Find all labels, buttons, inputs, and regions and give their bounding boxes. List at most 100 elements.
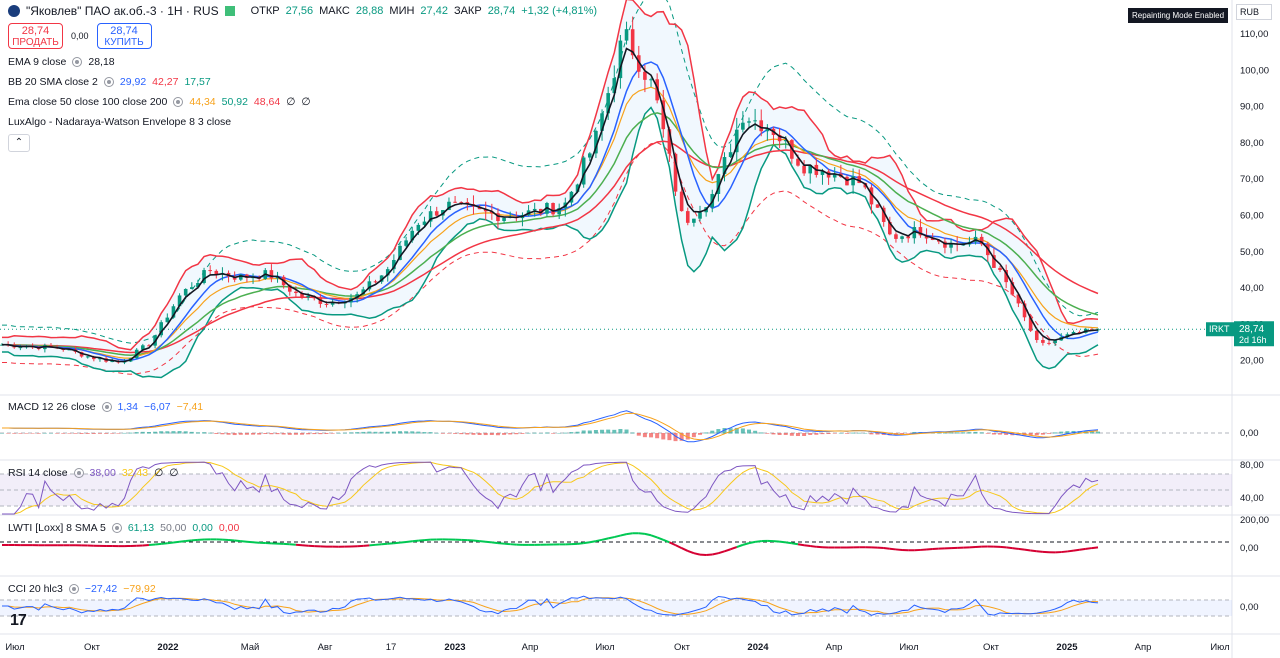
indicator-value: −7,41 bbox=[176, 401, 204, 413]
macd-histogram-bar bbox=[257, 433, 262, 435]
lwti-line-segment bbox=[1091, 546, 1099, 550]
source-settings-icon[interactable] bbox=[68, 584, 79, 594]
macd-histogram-bar bbox=[502, 433, 507, 435]
candle-body bbox=[630, 29, 635, 56]
buy-price: 28,74 bbox=[110, 25, 138, 37]
candle-body bbox=[373, 281, 378, 283]
macd-histogram-bar bbox=[251, 433, 256, 435]
lwti-line-segment bbox=[387, 542, 394, 545]
macd-histogram-bar bbox=[91, 433, 96, 434]
candle-body bbox=[269, 270, 274, 279]
macd-histogram-bar bbox=[544, 432, 549, 434]
collapse-legend-button[interactable]: ⌃ bbox=[8, 134, 30, 152]
macd-histogram-bar bbox=[624, 429, 629, 434]
lwti-line-segment bbox=[167, 541, 174, 545]
candle-body bbox=[594, 130, 598, 154]
lwti-line-segment bbox=[491, 541, 499, 545]
indicator-legend-row[interactable]: LuxAlgo - Nadaraya-Watson Envelope 8 3 c… bbox=[8, 112, 597, 132]
lwti-line-segment bbox=[148, 543, 156, 547]
lwti-line-segment bbox=[485, 540, 492, 544]
candle-body bbox=[661, 100, 666, 130]
time-axis-tick: Июл bbox=[1210, 642, 1229, 653]
indicator-value: 61,13 bbox=[127, 522, 155, 534]
macd-histogram-bar bbox=[514, 433, 519, 435]
time-axis-tick: Апр bbox=[1135, 642, 1152, 653]
macd-histogram-bar bbox=[1004, 433, 1009, 435]
lwti-line-segment bbox=[706, 553, 713, 557]
sell-button[interactable]: 28,74 ПРОДАТЬ bbox=[8, 23, 63, 49]
indicator-value: 17,57 bbox=[184, 76, 211, 88]
time-axis[interactable]: Июл Окт 2022 Май Авг 17 2023 Апр Июл Окт 2024 Апр Ию… bbox=[5, 642, 1229, 653]
macd-histogram-bar bbox=[1034, 433, 1039, 436]
candle-body bbox=[318, 298, 323, 304]
macd-histogram-bar bbox=[67, 433, 72, 434]
indicator-value: 50,92 bbox=[221, 96, 248, 108]
source-settings-icon[interactable] bbox=[173, 97, 184, 107]
candle-body bbox=[1022, 303, 1027, 318]
lwti-axis-tick: 200,00 bbox=[1240, 515, 1269, 526]
macd-histogram-bar bbox=[710, 430, 715, 434]
candle-body bbox=[404, 240, 408, 246]
macd-histogram-bar bbox=[232, 433, 237, 436]
macd-histogram-bar bbox=[238, 433, 243, 435]
lwti-line-segment bbox=[773, 540, 780, 543]
lwti-line-segment bbox=[999, 545, 1007, 549]
lwti-line-segment bbox=[473, 539, 480, 543]
indicator-label: RSI 14 close bbox=[8, 467, 68, 479]
macd-histogram-bar bbox=[269, 433, 274, 435]
macd-histogram-bar bbox=[630, 432, 635, 434]
tradingview-logo[interactable]: 17 bbox=[10, 612, 27, 629]
candle-body bbox=[992, 255, 996, 268]
source-settings-icon[interactable] bbox=[72, 57, 83, 67]
lwti-line-segment bbox=[712, 552, 719, 556]
candle-body bbox=[937, 240, 941, 242]
candle-body bbox=[765, 128, 770, 132]
macd-histogram-bar bbox=[685, 433, 690, 440]
lwti-line-segment bbox=[1036, 550, 1043, 553]
macd-histogram-bar bbox=[532, 432, 537, 434]
macd-histogram-bar bbox=[673, 433, 678, 442]
macd-histogram-bar bbox=[287, 433, 292, 435]
indicator-legend-row[interactable]: BB 20 SMA close 2 29,92 42,27 17,57 bbox=[8, 72, 597, 92]
macd-histogram-bar bbox=[355, 432, 360, 434]
macd-histogram-bar bbox=[189, 431, 194, 434]
last-price-value: 28,74 bbox=[1239, 324, 1264, 335]
macd-histogram-bar bbox=[1040, 433, 1045, 435]
macd-histogram-bar bbox=[857, 432, 862, 434]
macd-histogram-bar bbox=[734, 427, 739, 434]
price-axis-tick: 70,00 bbox=[1240, 174, 1264, 185]
rsi-axis-tick: 40,00 bbox=[1240, 493, 1264, 504]
macd-histogram-bar bbox=[48, 432, 53, 434]
candle-body bbox=[722, 157, 727, 175]
market-flag-icon bbox=[224, 6, 235, 16]
macd-histogram-bar bbox=[42, 432, 47, 434]
ohlc-low-label: МИН bbox=[389, 5, 415, 17]
macd-histogram-bar bbox=[704, 432, 709, 434]
currency-selector[interactable]: RUB bbox=[1236, 4, 1272, 20]
indicator-value: 0,00 bbox=[218, 522, 240, 534]
macd-histogram-bar bbox=[404, 431, 409, 434]
lwti-line-segment bbox=[718, 550, 725, 555]
macd-histogram-bar bbox=[465, 433, 470, 435]
macd-histogram-bar bbox=[575, 431, 580, 434]
symbol-title[interactable]: "Яковлев" ПАО ак.об.-3 · 1H · RUS bbox=[26, 4, 219, 18]
source-settings-icon[interactable] bbox=[111, 523, 122, 533]
candle-body bbox=[147, 345, 151, 347]
candle-body bbox=[18, 347, 23, 349]
indicator-legend-row[interactable]: EMA 9 close 28,18 bbox=[8, 52, 597, 72]
macd-histogram-bar bbox=[379, 431, 384, 434]
source-settings-icon[interactable] bbox=[73, 468, 84, 478]
candle-body bbox=[324, 303, 329, 305]
lwti-line-segment bbox=[479, 540, 486, 543]
macd-histogram-bar bbox=[563, 432, 568, 434]
indicator-legend-row[interactable]: Ema close 50 close 100 close 200 44,34 50,… bbox=[8, 92, 597, 112]
macd-histogram-bar bbox=[667, 433, 672, 441]
candle-body bbox=[1096, 329, 1100, 331]
price-axis[interactable]: 110,00 100,00 90,00 80,00 70,00 60,00 50,00 40,… bbox=[1206, 29, 1274, 613]
source-settings-icon[interactable] bbox=[101, 402, 112, 412]
macd-histogram-bar bbox=[1028, 433, 1033, 436]
candle-body bbox=[385, 269, 390, 276]
buy-button[interactable]: 28,74 КУПИТЬ bbox=[96, 23, 152, 49]
source-settings-icon[interactable] bbox=[103, 77, 114, 87]
